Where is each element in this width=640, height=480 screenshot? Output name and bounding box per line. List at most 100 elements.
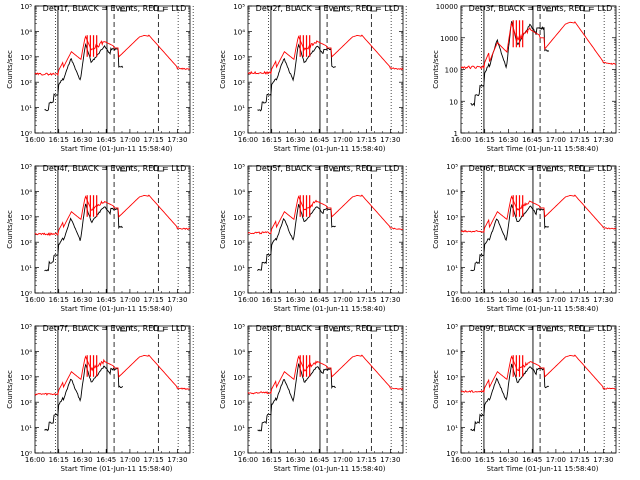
y-tick-label: 10² (446, 239, 458, 247)
x-tick-label: 17:30 (167, 136, 187, 144)
chart-title: Det 9f, BLACK = Events, RED = LLD (469, 324, 613, 333)
x-tick-label: 16:30 (498, 456, 518, 464)
saa-marker (546, 327, 553, 332)
chart-panel-1: Det 1f, BLACK = Events, RED = LLD 10⁰ 10¹ 1… (6, 3, 194, 153)
y-tick-label: 10² (233, 239, 245, 247)
plot-frame (247, 325, 404, 454)
chart-title: Det 4f, BLACK = Events, RED = LLD (43, 164, 187, 173)
y-tick-label: 1 (454, 130, 458, 138)
lld-trace (34, 354, 191, 396)
x-tick-label: 16:45 (96, 136, 116, 144)
chart-panel-9: Det 9f, BLACK = Events, RED = LLD 10⁰ 10¹ 1… (432, 323, 620, 473)
events-trace (470, 363, 550, 432)
saa-marker (370, 167, 378, 172)
x-tick-label: 17:15 (357, 136, 377, 144)
chart-title: Det 7f, BLACK = Events, RED = LLD (43, 324, 187, 333)
x-tick-label: 16:30 (72, 136, 92, 144)
lld-trace (247, 34, 404, 75)
y-tick-label: 10³ (233, 54, 245, 62)
saa-marker (333, 7, 340, 12)
x-axis-label: Start Time (01-Jun-11 15:58:40) (487, 465, 599, 473)
plot-frame (34, 325, 191, 454)
saa-marker (120, 167, 127, 172)
chart-title: Det 8f, BLACK = Events, RED = LLD (256, 324, 400, 333)
x-tick-label: 17:30 (380, 456, 400, 464)
x-tick-label: 16:30 (498, 136, 518, 144)
y-tick-label: 10⁴ (20, 188, 32, 196)
lld-trace (460, 21, 617, 70)
events-trace (44, 42, 124, 112)
y-tick-label: 1000 (440, 35, 458, 43)
y-tick-label: 10⁰ (233, 450, 245, 458)
x-tick-label: 16:45 (309, 296, 329, 304)
events-trace (44, 203, 124, 272)
x-tick-label: 16:15 (49, 136, 69, 144)
x-axis-label: Start Time (01-Jun-11 15:58:40) (274, 305, 386, 313)
y-tick-label: 10² (20, 79, 32, 87)
lld-trace (247, 354, 404, 395)
y-tick-label: 10³ (233, 374, 245, 382)
x-tick-label: 17:00 (120, 456, 140, 464)
y-tick-label: 10¹ (233, 265, 245, 273)
y-tick-label: 10⁰ (20, 130, 32, 138)
y-tick-label: 10⁴ (20, 348, 32, 356)
y-tick-label: 10² (20, 239, 32, 247)
y-tick-label: 10⁴ (446, 188, 458, 196)
y-tick-label: 100 (445, 67, 458, 75)
events-trace (470, 204, 550, 272)
y-tick-label: 10³ (446, 374, 458, 382)
x-tick-label: 16:00 (25, 136, 45, 144)
saa-marker (157, 327, 165, 332)
x-tick-label: 16:00 (25, 296, 45, 304)
x-tick-label: 17:00 (120, 296, 140, 304)
x-tick-label: 16:45 (96, 296, 116, 304)
y-tick-label: 10⁵ (233, 323, 245, 331)
y-tick-label: 10 (449, 98, 458, 106)
chart-panel-2: Det 2f, BLACK = Events, RED = LLD 10⁰ 10¹ 1… (219, 3, 407, 153)
x-axis-label: Start Time (01-Jun-11 15:58:40) (61, 465, 173, 473)
saa-marker (583, 7, 591, 12)
y-tick-label: 10² (233, 79, 245, 87)
y-axis-label: Counts/sec (219, 50, 227, 89)
chart-panel-4: Det 4f, BLACK = Events, RED = LLD 10⁰ 10¹ 1… (6, 163, 194, 313)
y-tick-label: 10¹ (446, 265, 458, 273)
y-tick-label: 10⁵ (20, 3, 32, 11)
y-tick-label: 10⁵ (233, 3, 245, 11)
y-tick-label: 10⁵ (233, 163, 245, 171)
x-tick-label: 16:30 (72, 456, 92, 464)
x-tick-label: 16:00 (238, 136, 258, 144)
y-tick-label: 10³ (233, 214, 245, 222)
y-tick-label: 10⁴ (233, 348, 245, 356)
x-tick-label: 17:30 (167, 296, 187, 304)
y-tick-label: 10³ (20, 54, 32, 62)
y-tick-label: 10² (233, 399, 245, 407)
x-tick-label: 16:00 (238, 456, 258, 464)
y-axis-label: Counts/sec (6, 210, 14, 249)
x-tick-label: 16:45 (96, 456, 116, 464)
y-tick-label: 10¹ (20, 265, 32, 273)
y-tick-label: 10³ (20, 214, 32, 222)
plot-frame (34, 5, 191, 134)
x-tick-label: 16:30 (285, 136, 305, 144)
saa-marker (333, 327, 340, 332)
y-axis-label: Counts/sec (432, 210, 440, 249)
x-tick-label: 16:15 (262, 296, 282, 304)
y-tick-label: 10⁵ (446, 323, 458, 331)
x-tick-label: 17:00 (120, 136, 140, 144)
saa-marker (546, 7, 553, 12)
x-tick-label: 16:45 (309, 456, 329, 464)
x-tick-label: 17:00 (546, 296, 566, 304)
chart-panel-5: Det 5f, BLACK = Events, RED = LLD 10⁰ 10¹ 1… (219, 163, 407, 313)
x-tick-label: 17:15 (570, 456, 590, 464)
saa-marker (120, 327, 127, 332)
saa-marker (370, 7, 378, 12)
x-tick-label: 16:15 (475, 136, 495, 144)
events-trace (257, 43, 336, 112)
chart-panel-7: Det 7f, BLACK = Events, RED = LLD 10⁰ 10¹ 1… (6, 323, 194, 473)
y-tick-label: 10¹ (233, 425, 245, 433)
y-tick-label: 10¹ (233, 105, 245, 113)
x-tick-label: 16:00 (451, 136, 471, 144)
x-axis-label: Start Time (01-Jun-11 15:58:40) (61, 305, 173, 313)
x-tick-label: 17:00 (546, 456, 566, 464)
y-tick-label: 10¹ (20, 425, 32, 433)
